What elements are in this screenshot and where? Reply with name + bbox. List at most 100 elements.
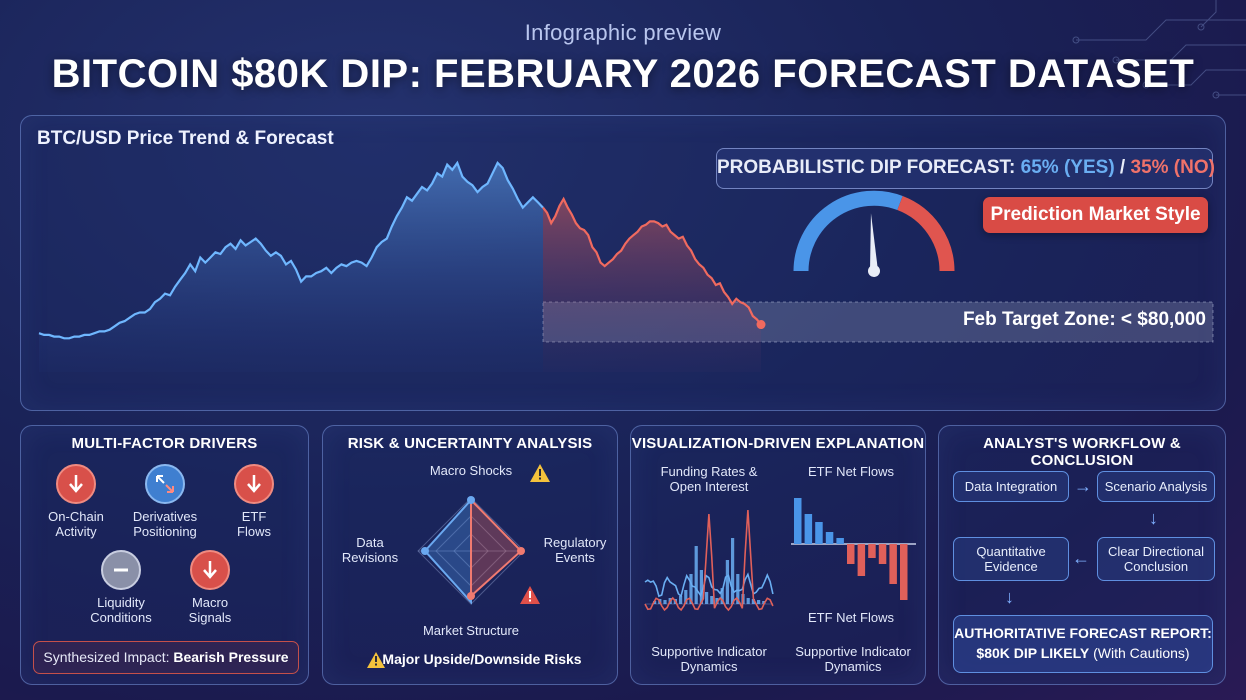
indicator-bar [715,598,719,604]
etf-flows-top-label: ETF Net Flows [808,464,894,479]
indicator-bar [705,592,709,604]
viz-label: Dynamics [824,659,882,674]
indicator-bar [689,574,693,604]
indicator-bar [731,538,735,604]
factor-label: Macro [191,595,229,610]
risk-footer: Major Upside/Downside Risks [382,651,582,667]
indicator-bar [736,574,740,604]
price-chart-panel: BTC/USD Price Trend & Forecast [20,115,1226,411]
factor-derivatives: Derivatives Positioning [115,464,215,539]
etf-flow-bar [857,544,866,576]
factor-label: Activity [55,524,97,539]
indicator-bar [699,570,703,604]
factor-macro: Macro Signals [160,550,260,625]
gauge-arc-yes [793,190,903,272]
supportive-right-label: Supportive Indicator Dynamics [789,644,917,674]
warning-icon [530,464,550,482]
page-title: BITCOIN $80K DIP: FEBRUARY 2026 FORECAST… [51,52,1195,96]
risk-title: RISK & UNCERTAINTY ANALYSIS [347,435,593,452]
forecast-area [543,199,761,372]
axis-market-structure: Market Structure [422,623,520,638]
radar-point [517,547,525,555]
down-arrow-icon [234,464,274,504]
indicator-bar [710,596,714,604]
workflow-card: ANALYST'S WORKFLOW & CONCLUSION Data Int… [938,425,1226,685]
chart-label: BTC/USD Price Trend & Forecast [37,128,334,149]
step-label: Conclusion [1123,559,1189,574]
drivers-title: MULTI-FACTOR DRIVERS [71,435,258,452]
final-report-box: AUTHORITATIVE FORECAST REPORT: $80K DIP … [953,615,1213,673]
indicator-bar [679,596,683,604]
indicator-bar [746,598,750,604]
axis-regulatory: Regulatory Events [535,535,615,565]
gauge-arc-no [897,195,955,272]
step-label: Clear Directional [1107,544,1205,559]
etf-flow-bar [847,544,855,564]
indicator-bar [694,546,698,604]
factor-on-chain: On-Chain Activity [26,464,126,539]
warning-icon [520,586,540,604]
etf-flow-bar [794,498,802,544]
dip-forecast-box: PROBABILISTIC DIP FORECAST: 65% (YES) / … [716,148,1215,189]
forecast-end-point [756,320,766,330]
risk-radar [367,464,550,668]
diverging-arrows-icon [145,464,185,504]
viz-label: Open Interest [669,479,749,494]
factor-label: Conditions [90,610,152,625]
factor-label: ETF [241,509,267,524]
etf-flow-bar [900,544,908,600]
indicator-charts [644,498,916,612]
page-subtitle: Infographic preview [524,20,722,45]
indicator-line-blue [644,572,774,598]
circuit-decoration [1072,0,1246,99]
price-chart [38,160,1214,372]
down-arrow-icon [190,550,230,590]
drivers-card: MULTI-FACTOR DRIVERS On-Chain Activity De… [20,425,309,685]
history-area [39,162,543,372]
factor-label: Signals [188,610,232,625]
warning-icon [367,652,385,668]
step-quantitative-evidence: Quantitative Evidence [953,537,1069,581]
factor-label: Flows [237,524,271,539]
final-line-2-bold: $80K DIP LIKELY [976,645,1090,661]
indicator-bar [720,588,724,604]
factor-label: On-Chain [48,509,104,524]
axis-label: Regulatory [543,535,607,550]
indicator-bar [684,590,688,604]
radar-point [467,592,475,600]
radar-point [467,496,475,504]
forecast-no: 35% (NO) [1130,157,1215,178]
etf-flow-bar [804,514,813,544]
final-line-2-rest: (With Cautions) [1089,645,1190,661]
axis-macro-shocks: Macro Shocks [429,463,513,478]
viz-label: Dynamics [680,659,738,674]
step-data-integration: Data Integration [953,471,1069,502]
minus-icon [101,550,141,590]
indicator-bar [757,600,761,604]
indicator-bar [725,560,729,604]
viz-title: VISUALIZATION-DRIVEN EXPLANATION [631,435,925,452]
forecast-line [542,196,762,326]
factor-etf-flows: ETF Flows [204,464,304,539]
impact-prefix: Synthesized Impact: [43,649,174,665]
down-arrow-icon [56,464,96,504]
etf-flow-bar [889,544,897,584]
viz-label: Supportive Indicator [651,644,767,659]
radar-area-blue [423,497,472,605]
factor-label: Derivatives [132,509,198,524]
risk-card: RISK & UNCERTAINTY ANALYSIS Macro Shocks… [322,425,618,685]
viz-label: Funding Rates & [660,464,758,479]
probability-gauge [793,190,955,277]
workflow-title: ANALYST'S WORKFLOW & CONCLUSION [983,435,1181,469]
axis-label: Events [555,550,595,565]
arrow-right-icon: → [1074,476,1092,496]
radar-point [421,547,429,555]
indicator-bar [751,599,755,604]
forecast-yes: 65% (YES) [1020,157,1115,178]
viz-card: VISUALIZATION-DRIVEN EXPLANATION Funding… [630,425,926,685]
step-label: Quantitative [976,544,1046,559]
etf-flow-bar [815,522,823,544]
supportive-left-label: Supportive Indicator Dynamics [645,644,773,674]
etf-flow-bar [878,544,887,564]
forecast-separator: / [1114,157,1131,178]
